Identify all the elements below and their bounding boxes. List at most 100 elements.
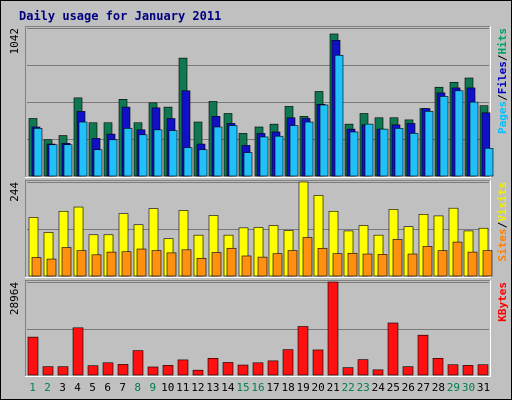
bar-pages-day-30 bbox=[469, 101, 479, 177]
bar-sites-day-13 bbox=[211, 252, 222, 277]
panel-max-label: 28964 bbox=[8, 282, 21, 315]
bar-pages-day-18 bbox=[289, 125, 299, 177]
day-label-10: 10 bbox=[161, 381, 174, 394]
day-label-12: 12 bbox=[191, 381, 204, 394]
bar-pages-day-28 bbox=[439, 96, 449, 177]
day-label-21: 21 bbox=[327, 381, 340, 394]
day-label-18: 18 bbox=[281, 381, 294, 394]
day-label-8: 8 bbox=[134, 381, 141, 394]
day-label-13: 13 bbox=[206, 381, 219, 394]
bar-kbytes-day-28 bbox=[432, 358, 444, 376]
bar-pages-day-7 bbox=[123, 128, 133, 177]
day-label-14: 14 bbox=[221, 381, 235, 394]
panel-max-label: 244 bbox=[8, 182, 21, 202]
bar-sites-day-2 bbox=[46, 258, 57, 277]
bar-sites-day-19 bbox=[302, 237, 313, 277]
bar-kbytes-day-22 bbox=[342, 367, 354, 376]
bar-pages-day-2 bbox=[48, 144, 58, 177]
panel-axis-label: KBytes bbox=[496, 282, 509, 322]
day-label-20: 20 bbox=[311, 381, 324, 394]
bar-pages-day-14 bbox=[228, 125, 238, 177]
day-label-22: 22 bbox=[342, 381, 355, 394]
bar-sites-day-12 bbox=[196, 257, 207, 277]
bar-kbytes-day-8 bbox=[132, 350, 144, 376]
bar-kbytes-day-9 bbox=[147, 366, 159, 376]
bars-visits-sites bbox=[28, 181, 493, 277]
day-label-7: 7 bbox=[119, 381, 126, 394]
bar-kbytes-day-25 bbox=[387, 322, 399, 376]
bar-pages-day-11 bbox=[183, 147, 193, 177]
bar-sites-day-5 bbox=[91, 254, 102, 277]
bars-kbytes bbox=[27, 281, 489, 376]
bar-pages-day-1 bbox=[33, 128, 43, 177]
bar-sites-day-29 bbox=[452, 241, 463, 277]
day-label-26: 26 bbox=[402, 381, 415, 394]
bar-kbytes-day-24 bbox=[372, 369, 384, 376]
day-label-1: 1 bbox=[29, 381, 36, 394]
bar-pages-day-16 bbox=[259, 136, 269, 177]
day-label-3: 3 bbox=[59, 381, 66, 394]
panel-axis-label: Pages/Files/Hits bbox=[496, 28, 509, 134]
bar-pages-day-23 bbox=[364, 123, 374, 177]
day-label-2: 2 bbox=[44, 381, 51, 394]
axis-label-sites: Sites bbox=[496, 228, 509, 261]
axis-label-visits: Visits bbox=[496, 182, 509, 222]
bar-kbytes-day-13 bbox=[207, 358, 219, 376]
bar-sites-day-24 bbox=[377, 254, 388, 277]
axis-label-files: Files bbox=[496, 61, 509, 94]
bar-pages-day-19 bbox=[304, 121, 314, 177]
day-label-15: 15 bbox=[236, 381, 249, 394]
day-label-24: 24 bbox=[372, 381, 386, 394]
bar-pages-day-21 bbox=[334, 54, 344, 177]
bar-sites-day-27 bbox=[422, 246, 433, 277]
bar-kbytes-day-30 bbox=[462, 365, 474, 376]
bar-pages-day-3 bbox=[63, 144, 73, 177]
bar-pages-day-6 bbox=[108, 139, 118, 177]
day-label-29: 29 bbox=[447, 381, 460, 394]
bar-sites-day-23 bbox=[362, 253, 373, 277]
axis-label-separator: / bbox=[496, 221, 509, 228]
bar-kbytes-day-23 bbox=[357, 359, 369, 376]
bar-sites-day-31 bbox=[482, 250, 493, 277]
chart-panels: 1042Pages/Files/Hits244Sites/Visits28964… bbox=[8, 26, 509, 377]
bar-sites-day-28 bbox=[437, 250, 448, 277]
bar-kbytes-day-12 bbox=[192, 369, 204, 376]
bar-kbytes-day-11 bbox=[177, 359, 189, 376]
bar-pages-day-15 bbox=[243, 152, 253, 177]
bar-pages-day-9 bbox=[153, 129, 163, 177]
day-label-5: 5 bbox=[89, 381, 96, 394]
bar-sites-day-16 bbox=[257, 256, 268, 277]
day-label-27: 27 bbox=[417, 381, 430, 394]
day-label-31: 31 bbox=[477, 381, 490, 394]
bar-sites-day-4 bbox=[76, 250, 87, 277]
bar-sites-day-14 bbox=[226, 247, 237, 277]
bars-hits-files-pages bbox=[28, 33, 494, 177]
bar-kbytes-day-4 bbox=[72, 327, 84, 376]
bar-kbytes-day-20 bbox=[312, 349, 324, 376]
bar-sites-day-10 bbox=[166, 252, 177, 277]
panel-background bbox=[25, 280, 491, 377]
day-label-28: 28 bbox=[432, 381, 445, 394]
bar-kbytes-day-2 bbox=[42, 366, 54, 376]
bar-pages-day-13 bbox=[213, 126, 223, 177]
bar-sites-day-11 bbox=[181, 249, 192, 277]
bar-pages-day-8 bbox=[138, 134, 148, 177]
bar-sites-day-22 bbox=[347, 252, 358, 277]
day-label-4: 4 bbox=[74, 381, 81, 394]
bar-sites-day-7 bbox=[121, 251, 132, 277]
day-label-11: 11 bbox=[176, 381, 189, 394]
day-label-16: 16 bbox=[251, 381, 264, 394]
bar-kbytes-day-15 bbox=[237, 364, 249, 376]
bar-kbytes-day-10 bbox=[162, 365, 174, 376]
panel-visits-sites: 244 Sites/Visits bbox=[8, 180, 509, 278]
bar-sites-day-8 bbox=[136, 248, 147, 277]
day-label-19: 19 bbox=[296, 381, 309, 394]
axis-label-separator: / bbox=[496, 54, 509, 61]
bar-pages-day-20 bbox=[319, 104, 329, 177]
panel-axis-label: Sites/Visits bbox=[496, 182, 509, 262]
axis-label-separator: / bbox=[496, 94, 509, 101]
bar-kbytes-day-1 bbox=[27, 336, 39, 376]
axis-label-hits: Hits bbox=[496, 28, 509, 55]
